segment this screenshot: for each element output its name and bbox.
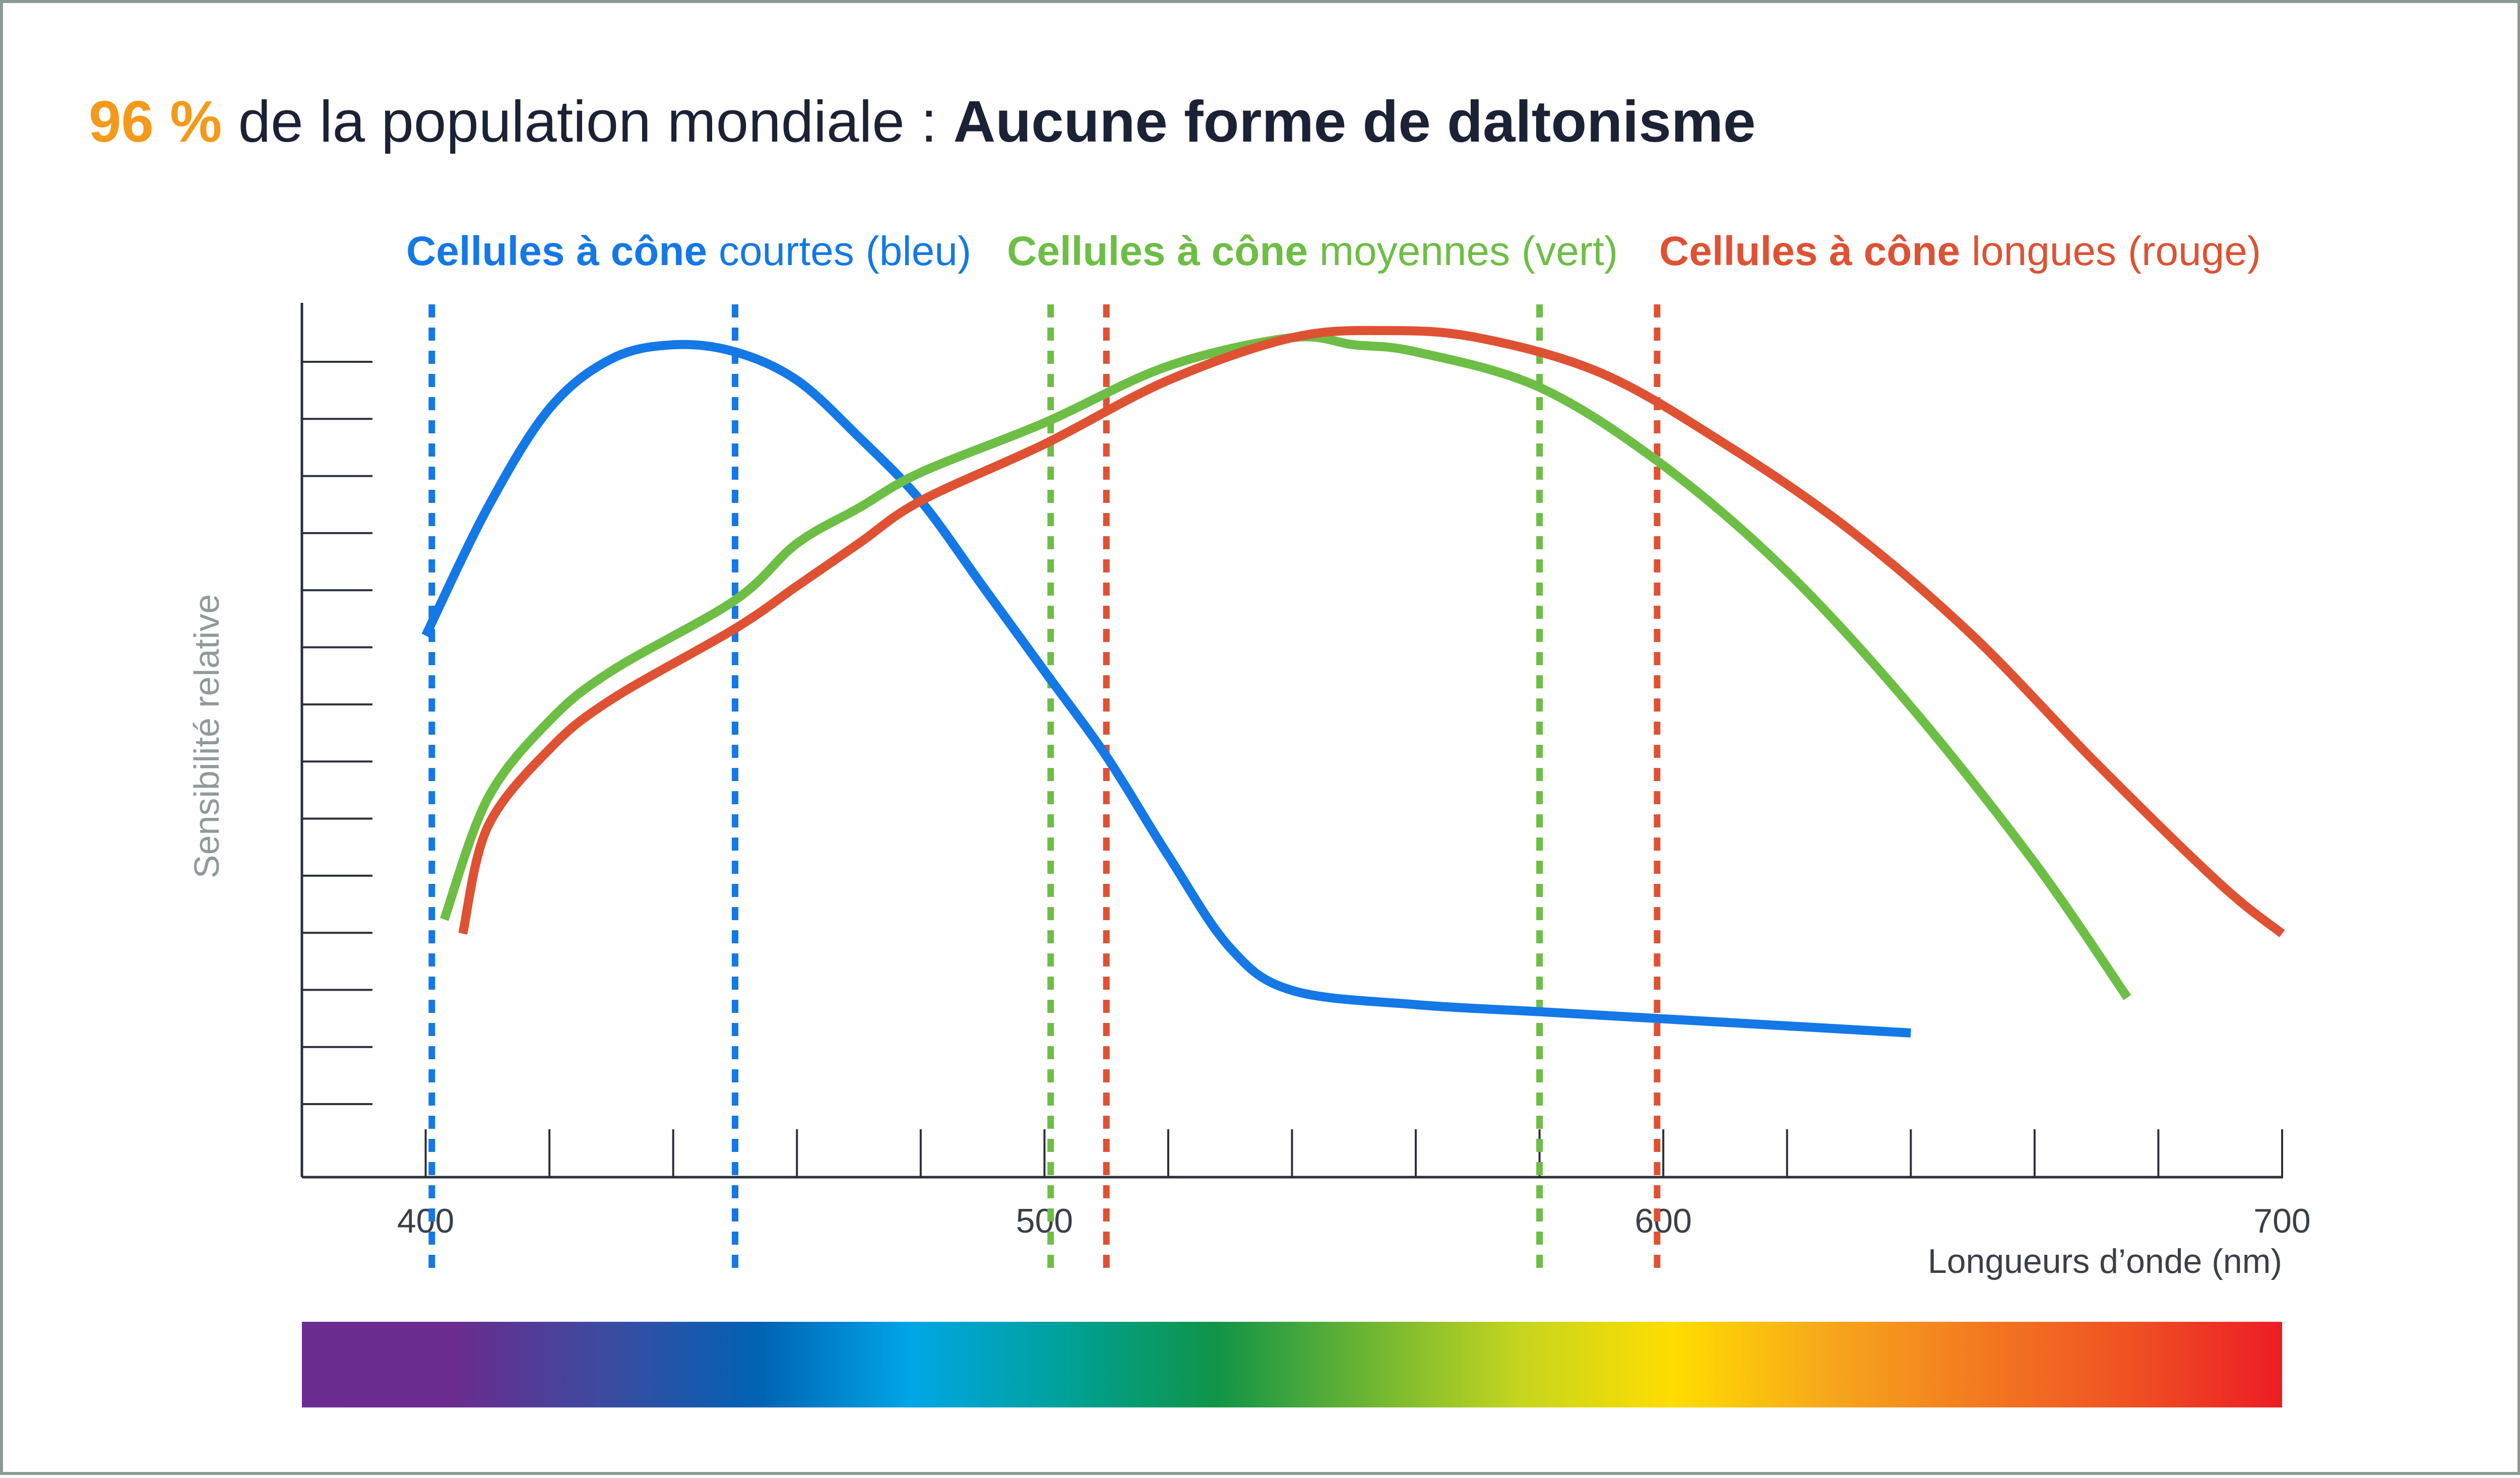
- x-axis-title: Longueurs d’onde (nm): [1928, 1242, 2282, 1280]
- spectrum-bar: [302, 1322, 2282, 1407]
- series-lines: [421, 326, 2285, 1038]
- series-long-cones: [458, 326, 2285, 937]
- legend-medium-rest: moyennes (vert): [1308, 228, 1618, 274]
- y-axis-title: Sensibilité relative: [187, 594, 226, 878]
- x-tick-label: 500: [1016, 1202, 1073, 1240]
- series-medium-cones: [439, 332, 2131, 1000]
- legend-long-rest: longues (rouge): [1960, 228, 2261, 274]
- title-percent: 96 %: [89, 89, 222, 154]
- title-bold: Aucune forme de daltonisme: [953, 89, 1755, 154]
- legend-short-bold: Cellules à cône: [406, 228, 707, 274]
- x-tick-label: 400: [397, 1202, 454, 1240]
- y-axis: [300, 303, 372, 1177]
- series-short-cones: [421, 340, 1911, 1038]
- legend-medium-bold: Cellules à cône: [1007, 228, 1308, 274]
- x-axis: 400 500 600 700: [302, 1129, 2311, 1240]
- legend-item-medium: Cellules à cône moyennes (vert): [1007, 228, 1618, 274]
- legend-item-short: Cellules à cône courtes (bleu): [406, 228, 971, 274]
- legend-long-bold: Cellules à cône: [1659, 228, 1960, 274]
- x-tick-label: 700: [2253, 1202, 2310, 1240]
- chart-title: 96 % de la population mondiale : Aucune …: [89, 89, 1756, 154]
- title-middle: de la population mondiale :: [222, 89, 953, 154]
- legend-item-long: Cellules à cône longues (rouge): [1659, 228, 2261, 274]
- x-tick-label: 600: [1634, 1202, 1691, 1240]
- reference-lines: [428, 304, 1661, 1278]
- chart: 96 % de la population mondiale : Aucune …: [89, 89, 2311, 1407]
- legend-short-rest: courtes (bleu): [707, 228, 971, 274]
